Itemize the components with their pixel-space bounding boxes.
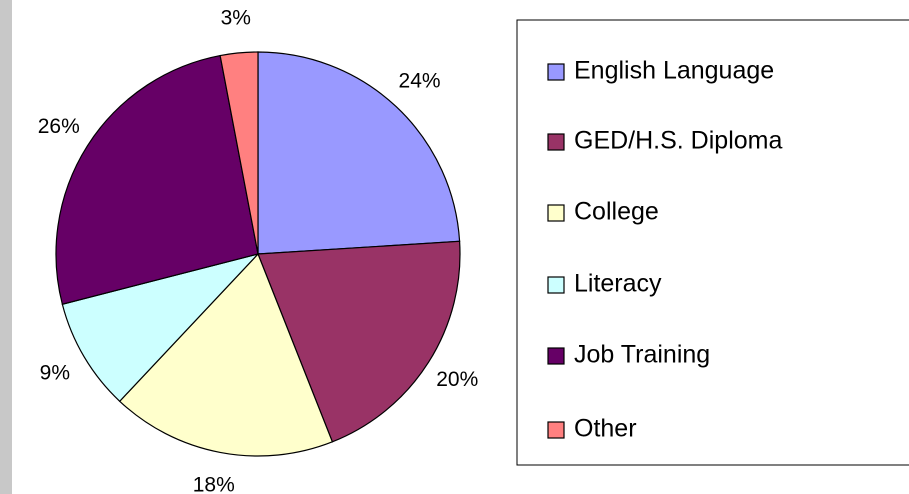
window-edge bbox=[0, 0, 12, 494]
legend-text: English Language bbox=[574, 57, 774, 85]
pie-slice bbox=[257, 240, 461, 443]
legend-swatch bbox=[547, 133, 565, 151]
pie-slice bbox=[61, 252, 260, 403]
legend-swatch bbox=[547, 63, 565, 81]
legend-swatch bbox=[547, 276, 565, 294]
data-label: 3% bbox=[221, 7, 251, 30]
legend-text: College bbox=[574, 198, 659, 226]
pie-slice bbox=[118, 252, 334, 457]
legend-text: Other bbox=[574, 415, 637, 443]
data-label: 26% bbox=[38, 115, 80, 138]
legend-box bbox=[516, 19, 909, 466]
pie-slice bbox=[55, 54, 259, 305]
data-label: 9% bbox=[40, 362, 70, 385]
legend-swatch bbox=[547, 421, 565, 439]
pie-slice bbox=[257, 51, 461, 255]
legend-text: Job Training bbox=[574, 341, 710, 369]
pie-slice bbox=[219, 51, 259, 255]
legend-swatch bbox=[547, 204, 565, 222]
legend-swatch bbox=[547, 347, 565, 365]
legend-text: GED/H.S. Diploma bbox=[574, 127, 782, 155]
data-label: 24% bbox=[399, 70, 441, 93]
legend-text: Literacy bbox=[574, 270, 662, 298]
data-label: 20% bbox=[436, 368, 478, 391]
data-label: 18% bbox=[193, 473, 235, 494]
